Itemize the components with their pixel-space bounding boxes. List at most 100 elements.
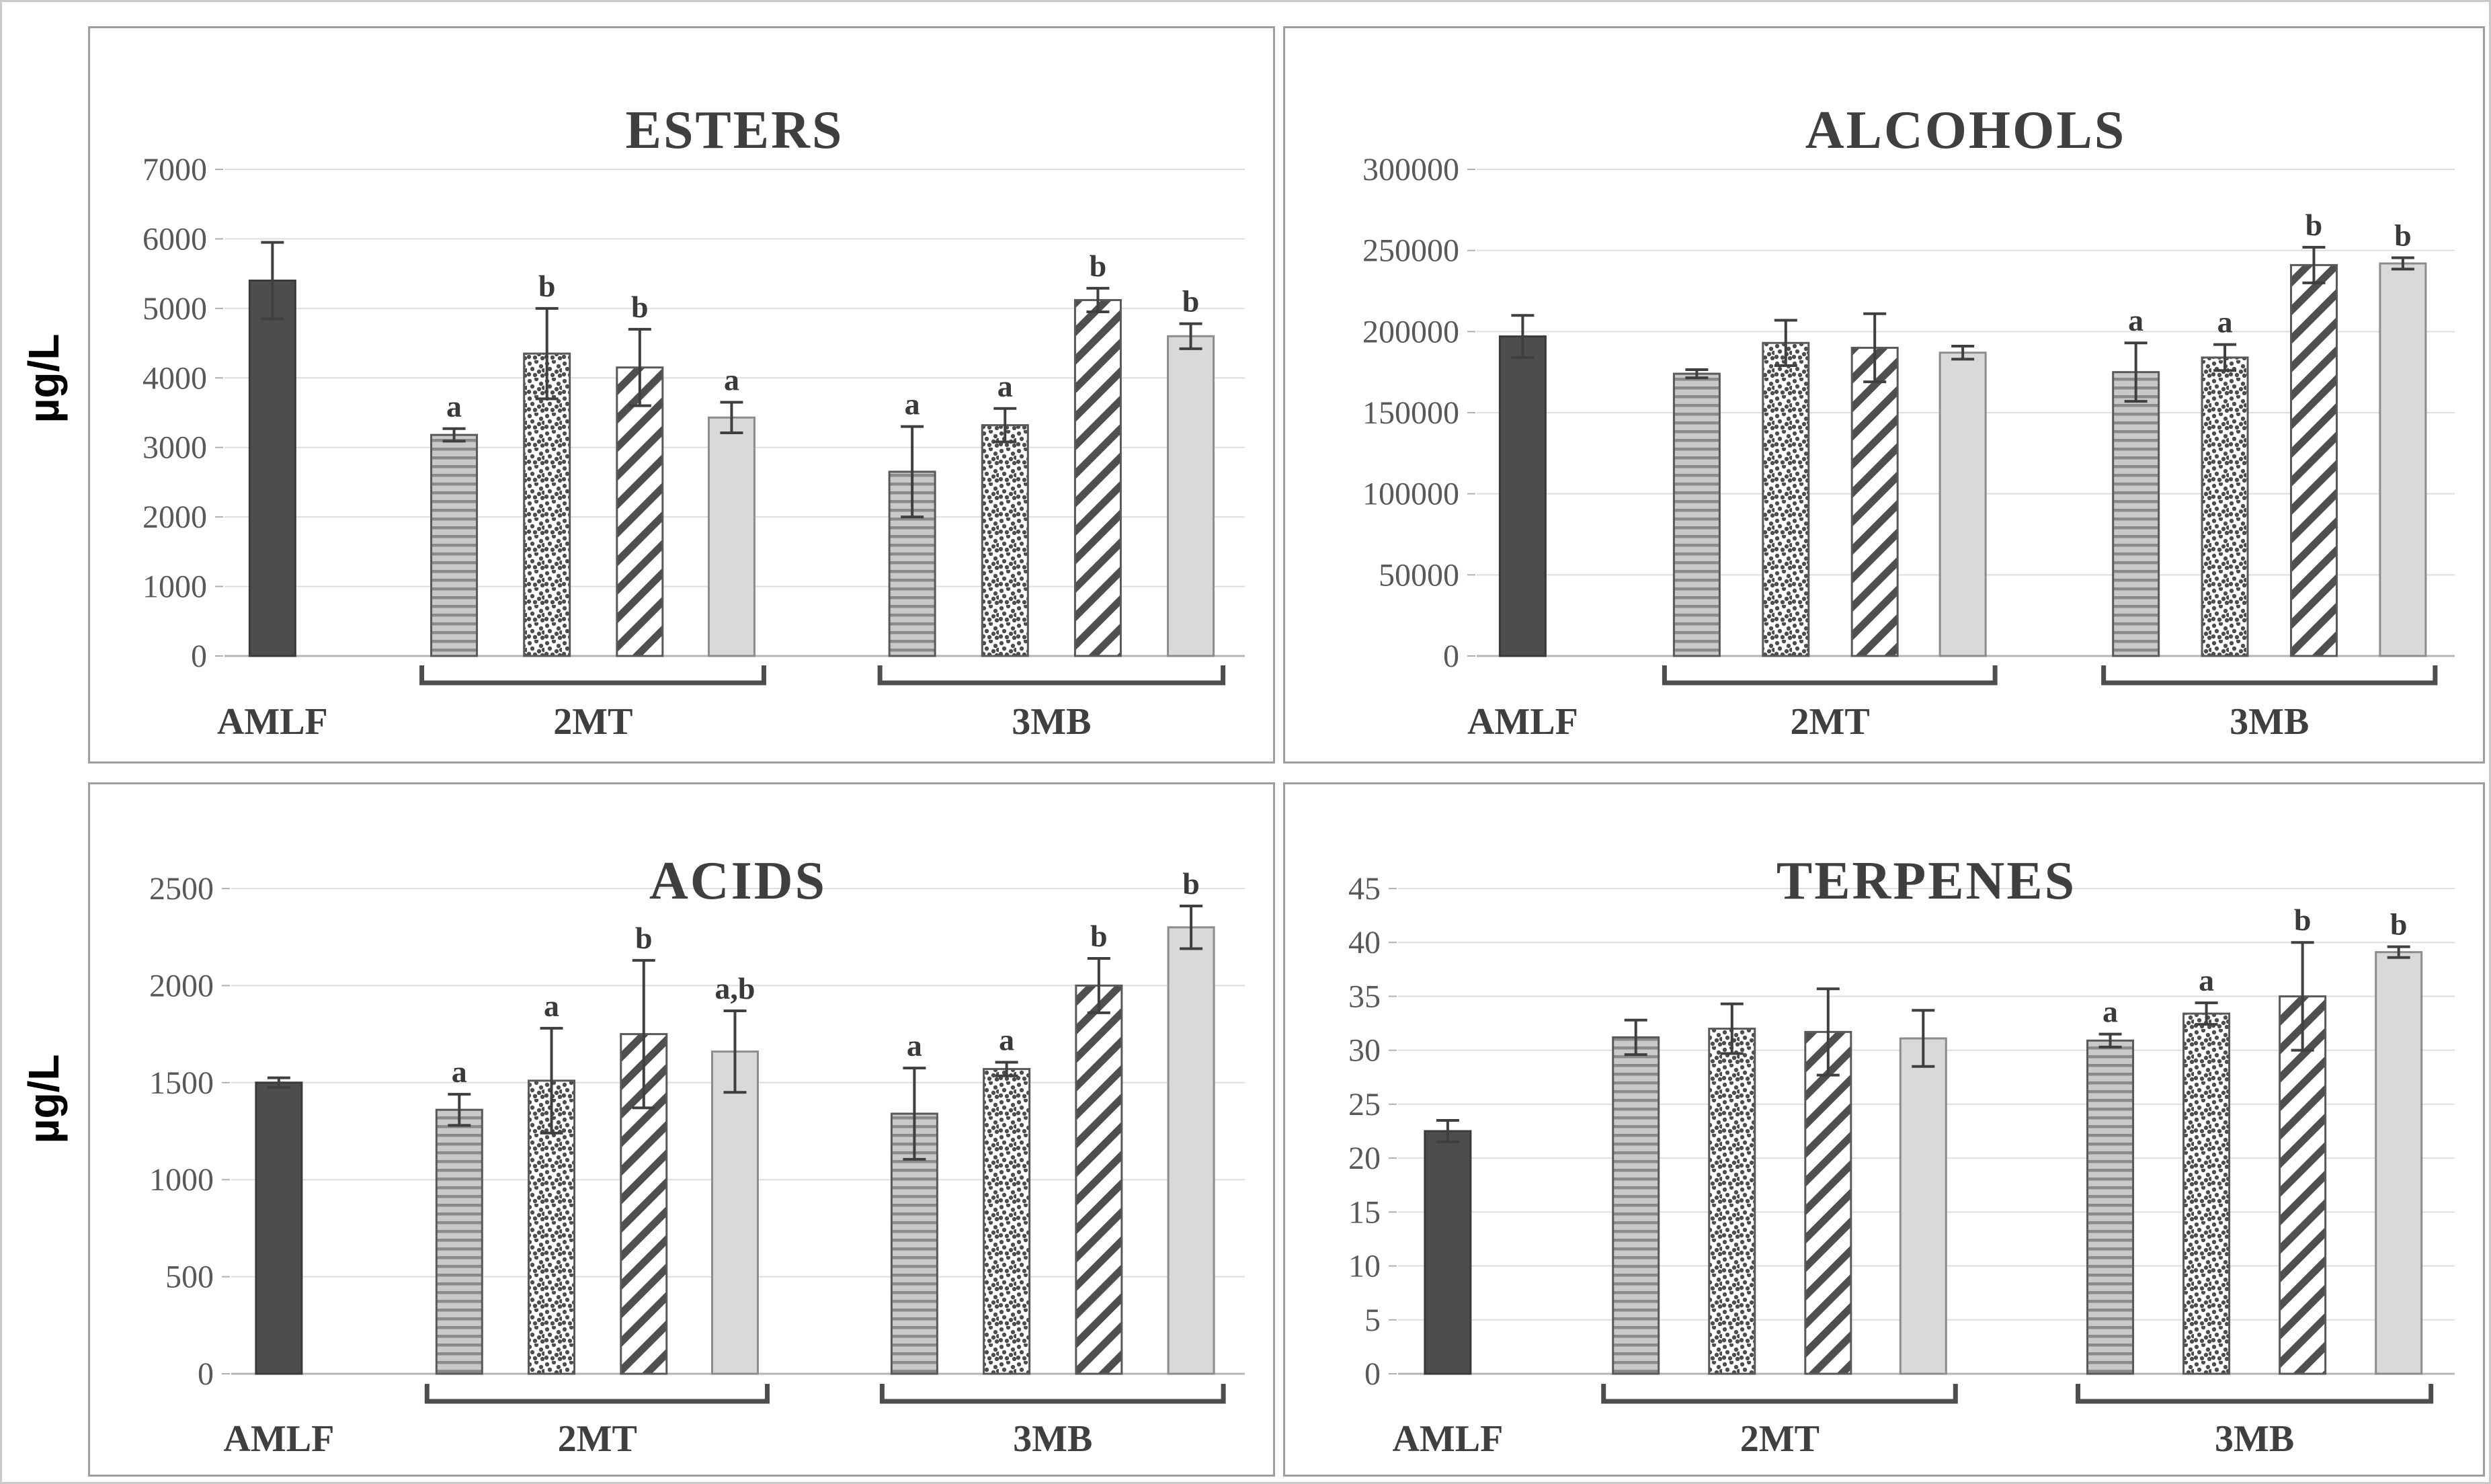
y-axis-label-top-row: µg/L [19,333,68,423]
error-bar [2213,343,2237,372]
error-bar [1720,1002,1744,1055]
gridlines-and-ticks: 0 50000 100000 150000 200000 250000 300000 [1362,152,2455,674]
significance-letter: b [1090,919,1108,953]
error-bar [2195,1001,2218,1026]
significance-letter: b [1182,866,1200,901]
error-bar [1511,314,1535,359]
y-tick-label: 100000 [1362,477,1459,512]
error-bar [993,407,1017,444]
error-bar [720,401,743,434]
bar-AMLF-solid_dark [1498,335,1547,657]
y-tick-label: 7000 [142,152,207,188]
error-bar [632,958,655,1110]
error-bar [628,327,651,407]
error-bar [261,241,284,321]
error-bar [2291,941,2314,1052]
group-bracket-3MB [879,1384,1226,1404]
group-label-AMLF: AMLF [1467,701,1578,743]
bar-3MB-dots [983,1068,1031,1375]
panel-esters: 0 1000 2000 3000 4000 5000 6000 7000 ESTERS AMLF a… [88,26,1275,764]
error-bar [2098,1032,2122,1048]
bar-group-3MB: a a b b [890,866,1215,1375]
bar-3MB-dots [2182,1012,2231,1375]
bar-2MT-dots [1708,1028,1756,1375]
bar-3MB-diag_stripes [2279,995,2327,1375]
y-tick-label: 30 [1348,1033,1381,1069]
bar-3MB-diag_stripes [2289,263,2338,657]
y-tick-label: 1000 [142,569,207,605]
y-tick-label: 1000 [149,1162,214,1198]
group-label-2MT: 2MT [558,1418,637,1460]
y-tick-label: 1500 [149,1065,214,1101]
y-tick-label: 4000 [142,360,207,396]
error-bar [2302,245,2326,284]
error-bar [1774,319,1797,368]
significance-letter: a [2102,995,2118,1029]
bar-group-AMLF [1424,1118,1472,1375]
chart-title: ESTERS [626,101,844,160]
error-bar [267,1076,290,1089]
bar-3MB-dots [981,424,1029,657]
y-tick-label: 3000 [142,430,207,466]
group-bracket-2MT [1662,665,1998,686]
bar-group-AMLF [255,1076,303,1375]
bar-3MB-solid_light [1167,335,1215,657]
y-tick-label: 300000 [1362,152,1459,188]
error-bar [1816,987,1840,1077]
bar-3MB-diag_stripes [1073,298,1122,657]
bar-AMLF-solid_dark [255,1081,303,1375]
chart-esters: 0 1000 2000 3000 4000 5000 6000 7000 ESTERS AMLF a… [142,101,1245,743]
group-label-2MT: 2MT [1740,1418,1820,1460]
bar-3MB-solid_light [2379,262,2427,657]
group-label-2MT: 2MT [1791,701,1870,743]
error-bar [448,1093,471,1127]
bar-3MB-solid_light [2375,951,2423,1375]
chart-title: ALCOHOLS [1805,101,2126,160]
group-label-3MB: 3MB [1012,701,1091,743]
significance-letter: b [2390,907,2408,942]
group-label-3MB: 3MB [2230,701,2309,743]
chart-title: ACIDS [649,852,827,911]
bar-group-2MT [1612,987,1947,1375]
y-tick-label: 2000 [142,499,207,535]
error-bar [1087,956,1110,1014]
error-bar [442,427,466,443]
bar-2MT-diag_stripes [1850,346,1899,657]
y-tick-label: 2000 [149,968,214,1003]
bar-group-2MT: a a b a,b [435,921,759,1375]
error-bar [1951,345,1975,361]
significance-letter: b [2394,218,2412,253]
bar-group-AMLF [1498,314,1547,657]
bar-AMLF-solid_dark [1424,1130,1472,1375]
error-bar [1912,1009,1935,1068]
bar-2MT-h_lines [1672,372,1721,657]
error-bar [1179,322,1202,350]
bar-group-2MT: a b b a [430,269,756,657]
y-tick-label: 50000 [1379,557,1459,593]
bar-2MT-solid_light [707,416,756,657]
bar-2MT-solid_light [1938,352,1987,657]
error-bar [1436,1118,1459,1144]
bar-2MT-dots [523,352,571,657]
error-bar [995,1061,1018,1077]
bar-3MB-diag_stripes [1075,984,1123,1375]
significance-letter: a [2128,303,2143,337]
y-tick-label: 250000 [1362,233,1459,269]
group-label-3MB: 3MB [1013,1418,1092,1460]
significance-letter: a [997,369,1013,403]
significance-letter: b [1090,249,1107,283]
error-bar [540,1026,563,1135]
bar-3MB-solid_light [1167,926,1215,1375]
significance-letter: a [544,989,559,1023]
group-label-AMLF: AMLF [217,701,328,743]
bar-2MT-diag_stripes [1804,1030,1852,1375]
error-bar [2391,256,2414,271]
y-axis-label-bottom-row: µg/L [19,1054,68,1144]
significance-letter: b [631,290,649,324]
group-label-AMLF: AMLF [223,1418,334,1460]
bar-group-3MB: a a b b [888,249,1215,657]
bar-2MT-h_lines [430,434,479,657]
y-tick-label: 25 [1348,1087,1381,1122]
bar-group-3MB: a a b b [2112,208,2427,657]
